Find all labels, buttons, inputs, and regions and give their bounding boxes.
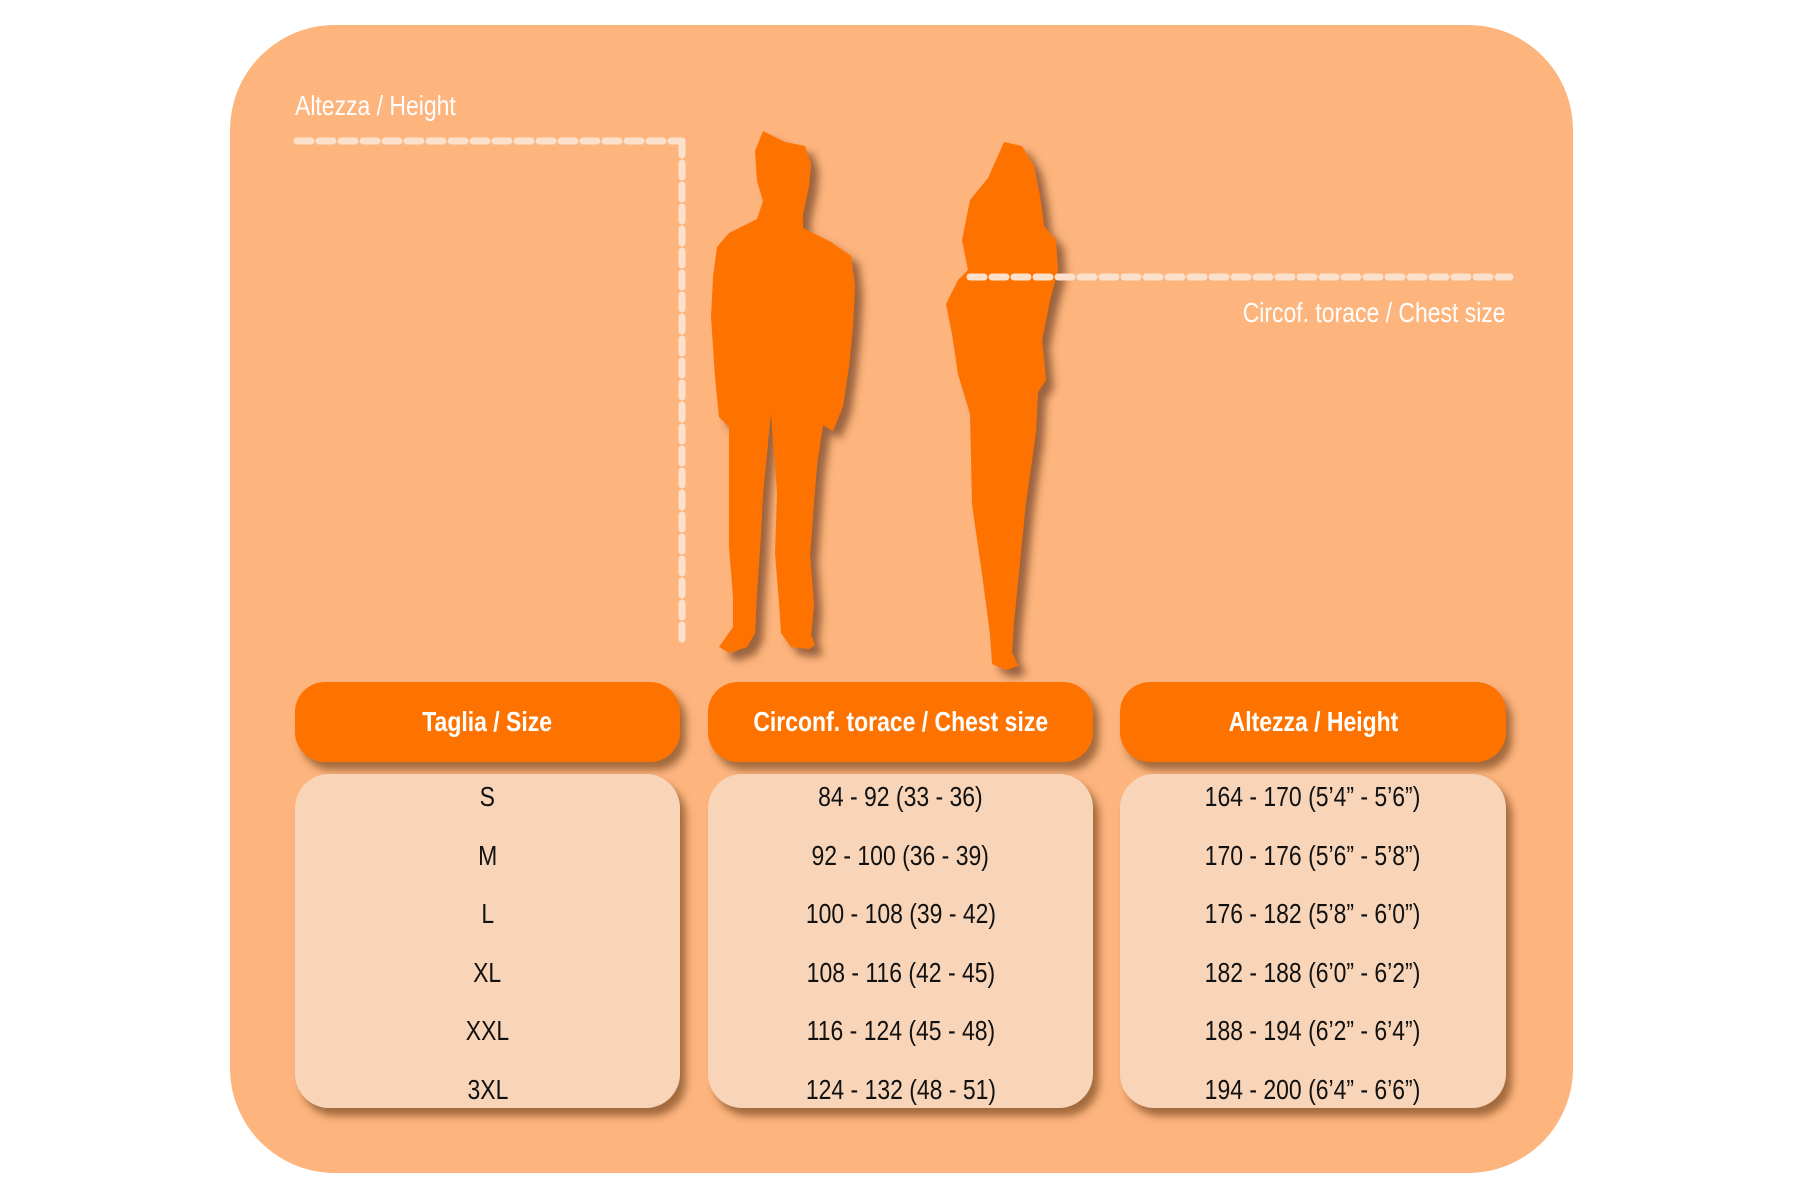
cell-text: 188 - 194 (6’2” - 6’4”): [1205, 1015, 1421, 1046]
header-height-text: Altezza / Height: [1228, 706, 1398, 737]
table-cell-sizes: L: [295, 894, 680, 934]
chest-label: Circof. torace / Chest size: [1243, 297, 1506, 328]
table-cell-sizes: M: [295, 836, 680, 876]
header-size: Taglia / Size: [295, 682, 680, 762]
size-column: S M L XL XXL 3XL: [295, 774, 680, 1108]
cell-text: 92 - 100 (36 - 39): [811, 839, 990, 871]
table-cell-sizes: S: [295, 777, 680, 817]
cell-text: 3XL: [467, 1073, 508, 1105]
table-cell-height: 182 - 188 (6’0” - 6’2”): [1120, 953, 1506, 993]
table-cell-chest: 108 - 116 (42 - 45): [708, 953, 1093, 993]
woman-silhouette-icon: [946, 142, 1058, 670]
table-cell-height: 176 - 182 (5’8” - 6’0”): [1120, 894, 1506, 934]
table-cell-chest: 100 - 108 (39 - 42): [708, 894, 1093, 934]
cell-text: S: [479, 781, 496, 812]
table-cell-height: 164 - 170 (5’4” - 5’6”): [1120, 777, 1506, 817]
header-height: Altezza / Height: [1120, 682, 1506, 762]
table-cell-chest: 92 - 100 (36 - 39): [708, 836, 1093, 876]
cell-text: 182 - 188 (6’0” - 6’2”): [1205, 956, 1421, 988]
cell-text: 124 - 132 (48 - 51): [805, 1073, 996, 1105]
cell-text: 84 - 92 (33 - 36): [818, 781, 983, 812]
cell-text: 164 - 170 (5’4” - 5’6”): [1205, 781, 1421, 812]
height-label: Altezza / Height: [295, 90, 456, 121]
table-cell-sizes: 3XL: [295, 1070, 680, 1110]
table-cell-height: 194 - 200 (6’4” - 6’6”): [1120, 1070, 1506, 1110]
cell-text: 100 - 108 (39 - 42): [805, 898, 996, 929]
table-cell-height: 188 - 194 (6’2” - 6’4”): [1120, 1011, 1506, 1051]
header-size-text: Taglia / Size: [422, 706, 553, 737]
man-silhouette-icon: [711, 131, 855, 653]
table-cell-height: 170 - 176 (5’6” - 5’8”): [1120, 836, 1506, 876]
chest-column: 84 - 92 (33 - 36) 92 - 100 (36 - 39) 100 -…: [708, 774, 1093, 1108]
cell-text: 108 - 116 (42 - 45): [806, 956, 995, 988]
cell-text: XL: [473, 956, 502, 988]
cell-text: XXL: [465, 1015, 510, 1046]
header-chest-text: Circonf. torace / Chest size: [753, 706, 1048, 737]
header-chest: Circonf. torace / Chest size: [708, 682, 1093, 762]
table-cell-sizes: XL: [295, 953, 680, 993]
cell-text: 170 - 176 (5’6” - 5’8”): [1205, 839, 1421, 871]
cell-text: 194 - 200 (6’4” - 6’6”): [1205, 1073, 1421, 1105]
table-cell-sizes: XXL: [295, 1011, 680, 1051]
table-cell-chest: 116 - 124 (45 - 48): [708, 1011, 1093, 1051]
table-cell-chest: 84 - 92 (33 - 36): [708, 777, 1093, 817]
cell-text: 116 - 124 (45 - 48): [806, 1015, 995, 1046]
cell-text: M: [477, 839, 498, 871]
height-column: 164 - 170 (5’4” - 5’6”) 170 - 176 (5’6” -…: [1120, 774, 1506, 1108]
cell-text: L: [481, 898, 494, 929]
cell-text: 176 - 182 (5’8” - 6’0”): [1205, 898, 1421, 929]
table-cell-chest: 124 - 132 (48 - 51): [708, 1070, 1093, 1110]
